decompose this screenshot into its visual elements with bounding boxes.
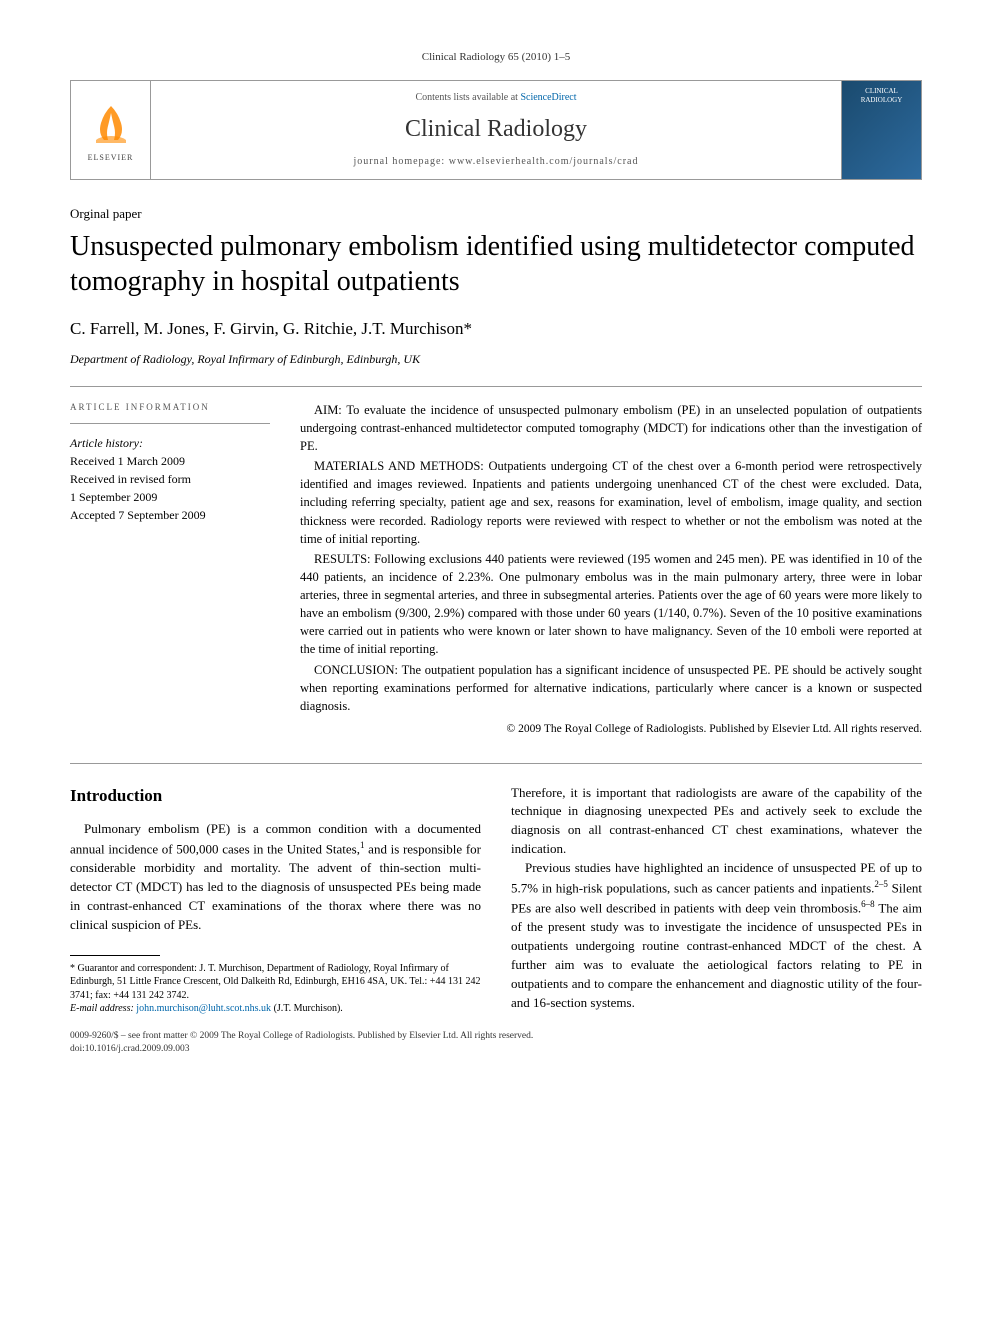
col2-paragraph-1: Therefore, it is important that radiolog…: [511, 784, 922, 859]
article-info-heading: ARTICLE INFORMATION: [70, 401, 270, 414]
divider-bottom: [70, 763, 922, 764]
header-center: Contents lists available at ScienceDirec…: [151, 81, 841, 179]
sciencedirect-link[interactable]: ScienceDirect: [520, 92, 576, 103]
col2-paragraph-2: Previous studies have highlighted an inc…: [511, 859, 922, 1012]
footnote-text: * Guarantor and correspondent: J. T. Mur…: [70, 962, 481, 1003]
abstract-conclusion: CONCLUSION: The outpatient population ha…: [300, 661, 922, 715]
page: Clinical Radiology 65 (2010) 1–5 ELSEVIE…: [0, 0, 992, 1096]
journal-header-box: ELSEVIER Contents lists available at Sci…: [70, 80, 922, 180]
homepage-prefix: journal homepage:: [354, 156, 449, 167]
meta-divider: [70, 423, 270, 424]
elsevier-tree-icon: [86, 98, 136, 148]
article-info-column: ARTICLE INFORMATION Article history: Rec…: [70, 401, 270, 738]
article-type: Orginal paper: [70, 205, 922, 223]
author-list: C. Farrell, M. Jones, F. Girvin, G. Ritc…: [70, 317, 922, 341]
corresponding-author-footnote: * Guarantor and correspondent: J. T. Mur…: [70, 962, 481, 1016]
abstract-copyright: © 2009 The Royal College of Radiologists…: [300, 721, 922, 738]
body-column-right: Therefore, it is important that radiolog…: [511, 784, 922, 1016]
body-columns: Introduction Pulmonary embolism (PE) is …: [70, 784, 922, 1016]
correspondent-email-link[interactable]: john.murchison@luht.scot.nhs.uk: [136, 1003, 271, 1014]
abstract-results: RESULTS: Following exclusions 440 patien…: [300, 550, 922, 659]
abstract-aim: AIM: To evaluate the incidence of unsusp…: [300, 401, 922, 455]
footnote-email-line: E-mail address: john.murchison@luht.scot…: [70, 1002, 481, 1016]
footnote-separator: [70, 955, 160, 956]
contents-prefix: Contents lists available at: [415, 92, 520, 103]
email-label: E-mail address:: [70, 1003, 136, 1014]
history-revised-line2: 1 September 2009: [70, 488, 270, 506]
history-received: Received 1 March 2009: [70, 452, 270, 470]
body-column-left: Introduction Pulmonary embolism (PE) is …: [70, 784, 481, 1016]
publisher-logo: ELSEVIER: [71, 81, 151, 179]
col2-p2-c: The aim of the present study was to inve…: [511, 900, 922, 1009]
meta-abstract-row: ARTICLE INFORMATION Article history: Rec…: [70, 401, 922, 738]
journal-homepage-line: journal homepage: www.elsevierhealth.com…: [171, 155, 821, 169]
article-history: Article history: Received 1 March 2009 R…: [70, 434, 270, 524]
footer-doi: doi:10.1016/j.crad.2009.09.003: [70, 1043, 922, 1056]
intro-paragraph-1: Pulmonary embolism (PE) is a common cond…: [70, 820, 481, 934]
page-footer: 0009-9260/$ – see front matter © 2009 Th…: [70, 1030, 922, 1057]
citation-2-5[interactable]: 2–5: [874, 879, 888, 889]
citation-6-8[interactable]: 6–8: [861, 899, 875, 909]
cover-text-bottom: RADIOLOGY: [861, 96, 903, 104]
cover-text-top: CLINICAL: [865, 87, 898, 95]
journal-cover-thumbnail: CLINICAL RADIOLOGY: [841, 81, 921, 179]
email-suffix: (J.T. Murchison).: [271, 1003, 343, 1014]
footer-copyright: 0009-9260/$ – see front matter © 2009 Th…: [70, 1030, 922, 1043]
abstract-methods: MATERIALS AND METHODS: Outpatients under…: [300, 457, 922, 548]
divider-top: [70, 386, 922, 387]
col2-p2-a: Previous studies have highlighted an inc…: [511, 860, 922, 895]
history-accepted: Accepted 7 September 2009: [70, 506, 270, 524]
introduction-heading: Introduction: [70, 784, 481, 809]
abstract-column: AIM: To evaluate the incidence of unsusp…: [300, 401, 922, 738]
history-label: Article history:: [70, 434, 270, 452]
contents-available-line: Contents lists available at ScienceDirec…: [171, 91, 821, 105]
affiliation: Department of Radiology, Royal Infirmary…: [70, 351, 922, 368]
running-head: Clinical Radiology 65 (2010) 1–5: [70, 50, 922, 65]
publisher-label: ELSEVIER: [88, 152, 134, 163]
article-title: Unsuspected pulmonary embolism identifie…: [70, 229, 922, 299]
homepage-url: www.elsevierhealth.com/journals/crad: [449, 156, 639, 167]
history-revised-line1: Received in revised form: [70, 470, 270, 488]
journal-title: Clinical Radiology: [171, 113, 821, 147]
